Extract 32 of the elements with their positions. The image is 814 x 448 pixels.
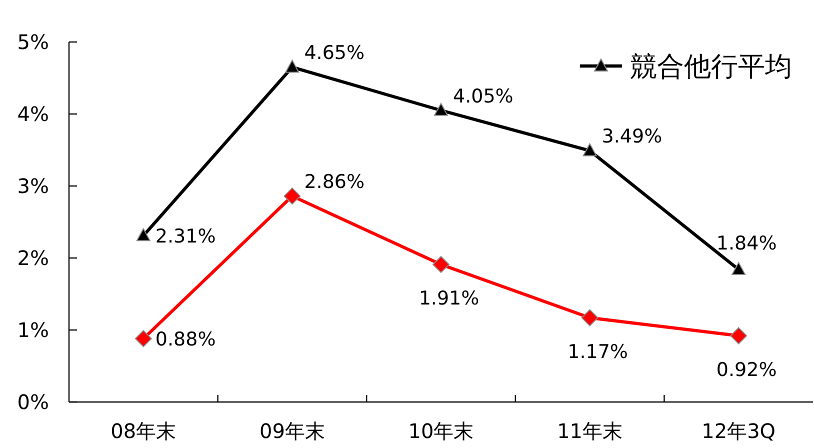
- data-label: 4.65%: [304, 42, 365, 64]
- point: [581, 309, 598, 326]
- y-tick-label: 5%: [17, 30, 49, 54]
- y-tick-label: 2%: [17, 246, 49, 270]
- data-label: 1.17%: [568, 340, 628, 363]
- point: [432, 256, 450, 273]
- data-label: 0.88%: [155, 328, 216, 351]
- point: [284, 188, 301, 205]
- point: [285, 60, 300, 73]
- point: [136, 228, 150, 242]
- x-tick-label: 08年末: [110, 419, 176, 443]
- data-label: 2.86%: [304, 171, 365, 194]
- point: [730, 327, 748, 344]
- data-label: 1.91%: [418, 287, 480, 310]
- x-tick-label: 09年末: [259, 419, 325, 443]
- legend-label: 競合他行平均: [630, 52, 792, 83]
- data-label: 2.31%: [155, 226, 216, 248]
- y-tick-label: 4%: [17, 102, 49, 126]
- point: [434, 102, 448, 116]
- x-tick-label: 11年末: [557, 419, 623, 443]
- y-tick-label: 1%: [17, 318, 49, 342]
- point: [134, 330, 152, 348]
- x-tick-label: 12年3Q: [702, 419, 776, 443]
- data-label: 1.84%: [716, 232, 777, 255]
- point: [582, 143, 597, 156]
- point: [732, 262, 746, 276]
- data-label: 3.49%: [602, 126, 662, 148]
- data-label: 0.92%: [716, 358, 777, 381]
- y-tick-label: 0%: [17, 390, 49, 414]
- x-tick-label: 10年末: [408, 419, 474, 443]
- data-label: 4.05%: [453, 85, 514, 108]
- y-tick-label: 3%: [17, 174, 49, 198]
